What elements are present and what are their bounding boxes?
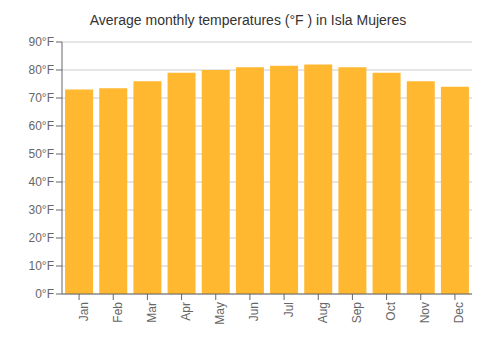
svg-text:30°F: 30°F	[29, 203, 54, 217]
svg-text:90°F: 90°F	[29, 35, 54, 49]
svg-text:20°F: 20°F	[29, 231, 54, 245]
svg-text:10°F: 10°F	[29, 259, 54, 273]
svg-text:Jun: Jun	[247, 302, 261, 321]
html-text:Average monthly temperatures (: Average monthly temperatures (°F ) in Is…	[89, 12, 407, 28]
svg-text:Oct: Oct	[384, 301, 398, 320]
svg-text:0°F: 0°F	[35, 287, 54, 301]
svg-text:80°F: 80°F	[29, 63, 54, 77]
svg-text:Feb: Feb	[111, 302, 125, 323]
svg-text:Sep: Sep	[350, 302, 364, 324]
svg-text:70°F: 70°F	[29, 91, 54, 105]
svg-text:Jul: Jul	[282, 302, 296, 317]
svg-text:Mar: Mar	[145, 302, 159, 323]
svg-text:May: May	[213, 302, 227, 325]
svg-text:60°F: 60°F	[29, 119, 54, 133]
svg-text:Aug: Aug	[316, 302, 330, 323]
svg-text:Apr: Apr	[179, 302, 193, 321]
svg-text:50°F: 50°F	[29, 147, 54, 161]
svg-text:Nov: Nov	[418, 302, 432, 323]
svg-text:Dec: Dec	[452, 302, 466, 323]
svg-text:Jan: Jan	[77, 302, 91, 321]
svg-text:40°F: 40°F	[29, 175, 54, 189]
